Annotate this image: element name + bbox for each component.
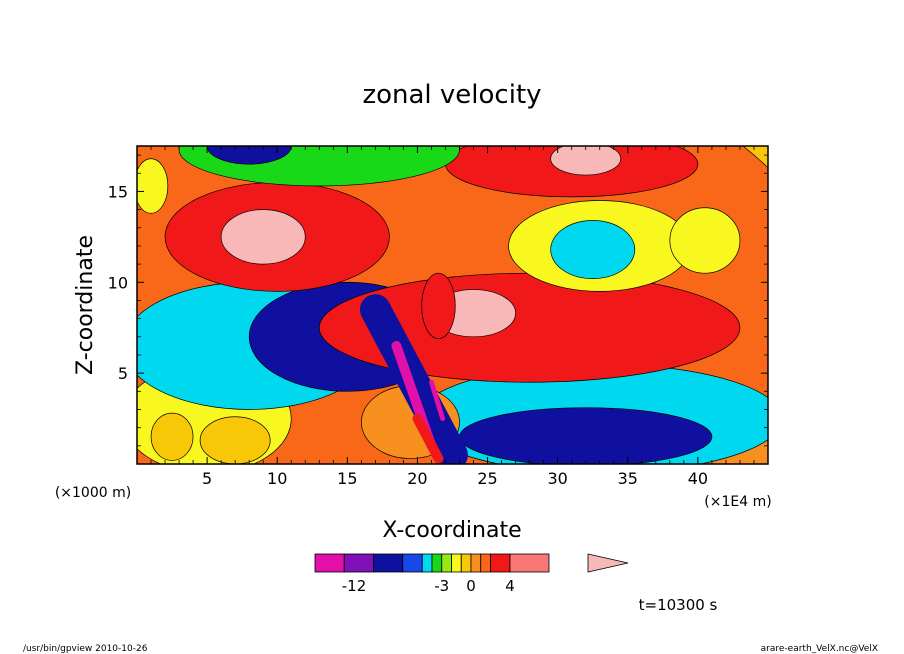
field-region-22 — [421, 272, 456, 339]
colorbar-bin-4 — [421, 553, 433, 573]
colorbar-tick-label: -3 — [434, 577, 449, 595]
plot-area — [136, 145, 769, 465]
x-axis-ticks: 5 10 15 20 25 30 35 40 — [150, 146, 755, 488]
x-tick-label: 40 — [688, 469, 708, 488]
colorbar-bin-12 — [509, 553, 550, 573]
colorbar-bin-0 — [314, 553, 345, 573]
colorbar-tick-label: 4 — [505, 577, 515, 595]
colorbar-bin-6 — [441, 553, 452, 573]
field-region-25 — [429, 379, 446, 422]
colorbar-bin-1 — [343, 553, 374, 573]
x-axis-label: X-coordinate — [382, 518, 521, 543]
y-tick-label: 15 — [108, 182, 128, 201]
chart-title: zonal velocity — [362, 80, 541, 110]
footer-right: arare-earth_VelX.nc@VelX — [761, 644, 878, 654]
x-tick-label: 20 — [407, 469, 427, 488]
field-region-15 — [669, 207, 741, 274]
time-label: t=10300 s — [639, 596, 718, 614]
field-region-14 — [550, 220, 636, 280]
field-region-21 — [150, 412, 194, 461]
x-tick-label: 25 — [477, 469, 497, 488]
field-region-20 — [199, 416, 271, 464]
colorbar-bin-2 — [373, 553, 404, 573]
colorbar-bin-3 — [402, 553, 423, 573]
colorbar — [314, 553, 629, 573]
plot-frame — [136, 145, 769, 465]
field-region-17 — [206, 146, 292, 165]
x-tick-label: 15 — [337, 469, 357, 488]
colorbar-bin-10 — [480, 553, 491, 573]
footer-left: /usr/bin/gpview 2010-10-26 — [23, 644, 148, 654]
y-axis-ticks: 5 10 15 — [108, 154, 768, 447]
field-region-18 — [137, 158, 169, 214]
field-region-12 — [550, 146, 622, 176]
colorbar-tick-label: 0 — [466, 577, 476, 595]
colorbar-bin-5 — [431, 553, 443, 573]
x-unit-right: (×1E4 m) — [704, 494, 771, 510]
velocity-field — [137, 146, 768, 464]
y-tick-label: 10 — [108, 273, 128, 292]
colorbar-bin-7 — [451, 553, 462, 573]
x-tick-label: 30 — [547, 469, 567, 488]
colorbar-extend-arrow — [587, 553, 629, 573]
colorbar-bin-11 — [490, 553, 511, 573]
colorbar-tick-labels: -12 -3 0 4 — [342, 577, 515, 595]
field-region-26 — [412, 413, 444, 464]
colorbar-bin-8 — [460, 553, 472, 573]
field-region-6 — [459, 407, 713, 464]
colorbar-bin-9 — [470, 553, 482, 573]
y-axis-label: Z-coordinate — [73, 235, 98, 375]
x-tick-label: 5 — [202, 469, 212, 488]
y-tick-label: 5 — [118, 364, 128, 383]
field-region-8 — [220, 209, 306, 265]
x-unit-left: (×1000 m) — [55, 485, 131, 501]
x-tick-label: 10 — [267, 469, 287, 488]
colorbar-tick-label: -12 — [342, 577, 367, 595]
x-tick-label: 35 — [618, 469, 638, 488]
